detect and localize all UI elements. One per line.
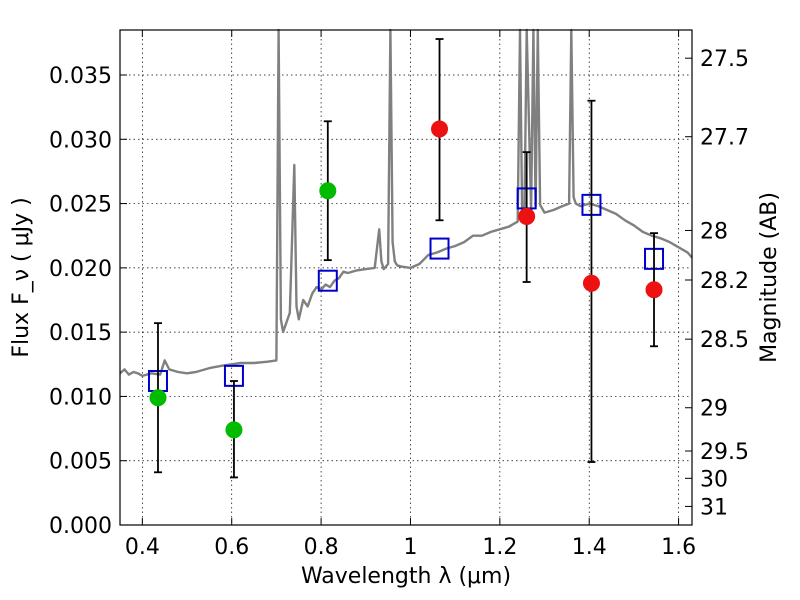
y-tick-label: 0.005 <box>49 450 112 475</box>
y2-tick-label: 28.5 <box>700 328 749 353</box>
y-tick-label: 0.015 <box>49 321 112 346</box>
x-tick-label: 0.6 <box>214 535 249 560</box>
x-tick-label: 1.6 <box>661 535 696 560</box>
spectrum-line <box>119 28 693 378</box>
y-tick-label: 0.030 <box>49 128 112 153</box>
x-axis-label: Wavelength λ (μm) <box>301 564 511 589</box>
y-tick-label: 0.020 <box>49 257 112 282</box>
tick-layer: 0.4 0.6 0.8 1 1.2 1.4 1.6 0.000 0.005 0.010 0.015 0… <box>49 30 749 560</box>
x-tick-label: 1.2 <box>482 535 517 560</box>
y-tick-label: 0.035 <box>49 64 112 89</box>
photometry-point <box>582 274 600 292</box>
model-square-marker <box>317 269 338 292</box>
y2-tick-label: 27.7 <box>700 126 749 151</box>
y-tick-label: 0.010 <box>49 385 112 410</box>
x-tick-label: 1.4 <box>572 535 607 560</box>
y-axis-label: Flux F_ν ( μJy ) <box>9 197 34 357</box>
y2-axis-label: Magnitude (AB) <box>757 192 782 363</box>
x-tick-label: 0.8 <box>304 535 339 560</box>
photometry-point <box>431 120 449 138</box>
photometry-point <box>149 389 167 407</box>
photometry-point <box>225 421 243 439</box>
y2-tick-label: 30 <box>700 467 728 492</box>
model-square-marker <box>429 237 450 260</box>
grid <box>120 30 692 526</box>
photometry-point <box>518 207 536 225</box>
y-tick-label: 0.025 <box>49 193 112 218</box>
x-tick-label: 0.4 <box>125 535 160 560</box>
photometry-point <box>645 281 663 299</box>
y2-tick-label: 31 <box>700 495 728 520</box>
y2-tick-label: 29 <box>700 397 728 422</box>
spectrum-layer <box>119 28 693 378</box>
y2-tick-label: 27.5 <box>700 47 749 72</box>
x-tick-label: 1 <box>403 535 417 560</box>
plot-frame <box>119 29 693 526</box>
y2-tick-label: 28 <box>700 219 728 244</box>
y2-tick-label: 29.5 <box>700 440 749 465</box>
photometry-point <box>319 182 337 200</box>
y2-tick-label: 28.2 <box>700 269 749 294</box>
y-tick-label: 0.000 <box>49 514 112 539</box>
marker-layer <box>147 38 665 479</box>
